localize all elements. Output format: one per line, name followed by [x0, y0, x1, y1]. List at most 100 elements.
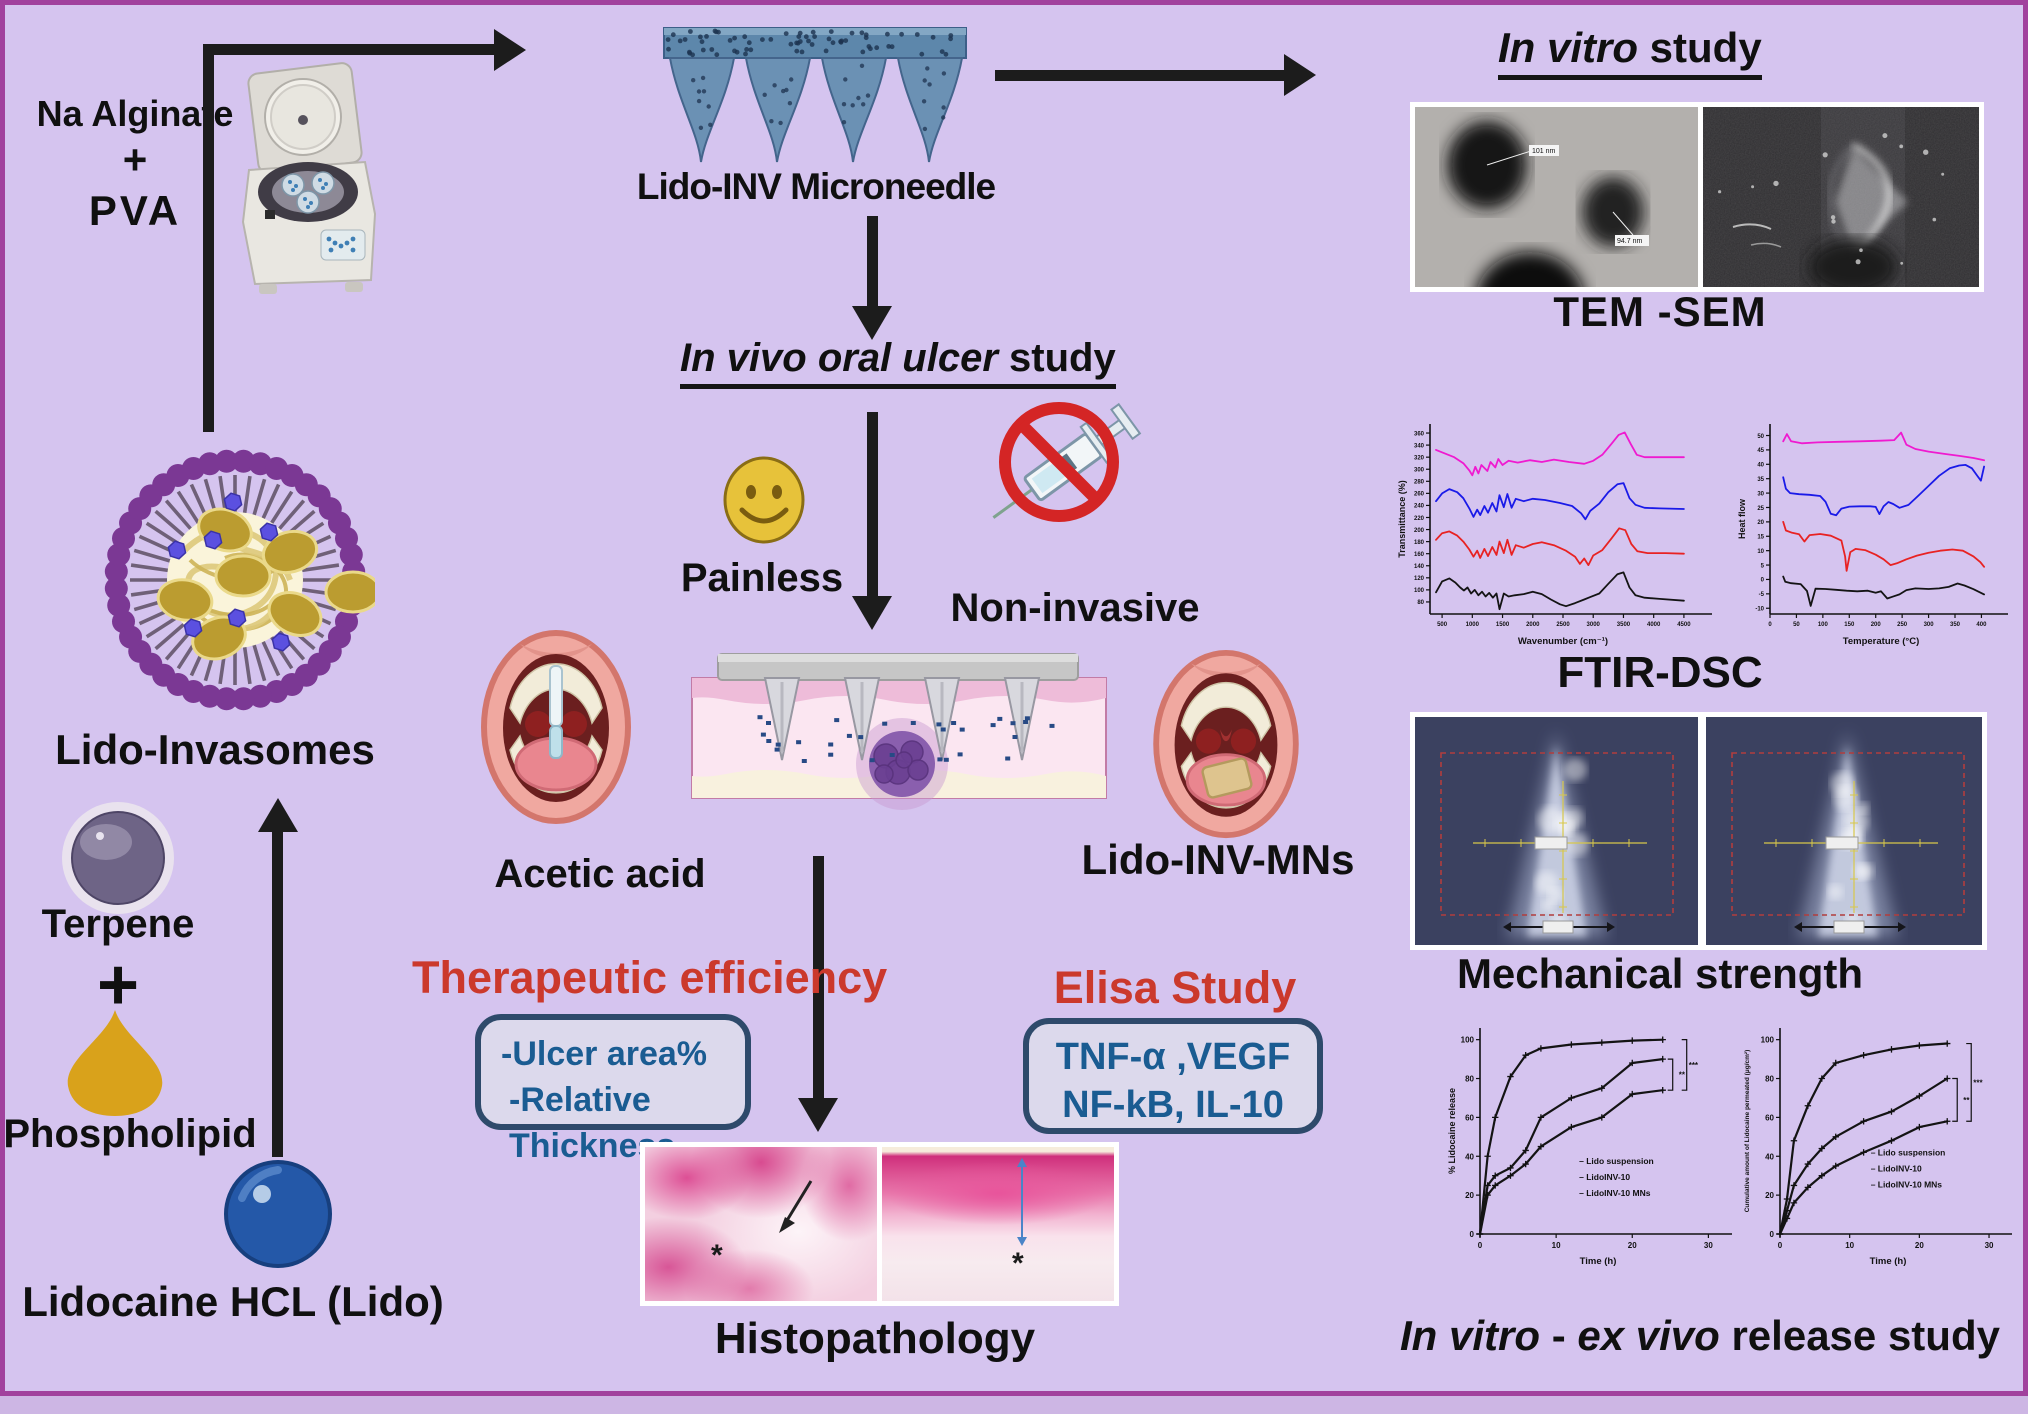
svg-text:20: 20 — [1757, 520, 1764, 526]
svg-text:120: 120 — [1414, 576, 1425, 582]
svg-text:0: 0 — [1778, 1241, 1783, 1250]
acetic-mouth-icon — [481, 630, 631, 824]
invitro-title-rest: study — [1638, 24, 1762, 71]
phospholipid-label: Phospholipid — [3, 1112, 257, 1156]
svg-text:– Lido suspension: – Lido suspension — [1871, 1148, 1946, 1158]
svg-text:150: 150 — [1844, 622, 1855, 628]
ulcer-area-item: -Ulcer area% — [501, 1035, 708, 1073]
svg-text:200: 200 — [1871, 622, 1882, 628]
plus-sign-top: + — [122, 136, 148, 184]
mech-image-1 — [1415, 717, 1698, 945]
arrow-skin-histo-head-icon — [798, 1098, 838, 1132]
svg-text:0: 0 — [1770, 1230, 1775, 1239]
svg-text:Cumulative amount of Lidocaine: Cumulative amount of Lidocaine permeated… — [1744, 1050, 1751, 1213]
svg-text:45: 45 — [1757, 448, 1764, 454]
skin-microneedle-icon — [691, 653, 1107, 810]
mns-mouth-icon — [1153, 649, 1299, 839]
invivo-title: In vivo oral ulcer study — [680, 336, 1116, 389]
ftir-chart: 80 100 120 140 160 180 200 220 240 260 280 300 320 34… — [1397, 424, 1712, 647]
release-title-rest: release study — [1719, 1312, 2000, 1359]
pva-text: PVA — [88, 186, 182, 234]
svg-text:40: 40 — [1757, 463, 1764, 469]
invitro-title: In vitro study — [1498, 24, 1762, 80]
terpene-icon — [62, 802, 174, 914]
therapeutic-title: Therapeutic efficiency — [412, 952, 888, 1003]
svg-text:80: 80 — [1765, 1075, 1774, 1084]
flow-line-horizontal — [203, 44, 495, 55]
centrifuge-icon — [241, 62, 377, 294]
svg-text:300: 300 — [1414, 468, 1425, 474]
svg-text:***: *** — [1973, 1078, 1983, 1087]
elisa-box: TNF-α ,VEGF NF-kB, IL-10 — [1023, 1018, 1323, 1134]
tem-image: 101 nm 94.7 nm — [1415, 107, 1698, 287]
svg-text:30: 30 — [1757, 491, 1764, 497]
svg-text:360: 360 — [1414, 431, 1425, 437]
svg-text:280: 280 — [1414, 480, 1425, 486]
histopathology-images: * * — [640, 1142, 1119, 1306]
arrow-invivo-skin-head-icon — [852, 596, 892, 630]
svg-text:20: 20 — [1915, 1241, 1924, 1250]
svg-text:Transmittance (%): Transmittance (%) — [1397, 480, 1407, 558]
svg-text:0: 0 — [1478, 1241, 1483, 1250]
tem-sem-label: TEM -SEM — [1553, 288, 1767, 335]
svg-text:35: 35 — [1757, 477, 1764, 483]
svg-text:– LidoINV-10: – LidoINV-10 — [1579, 1172, 1630, 1182]
ingredients-arrow-line — [272, 832, 283, 1157]
release-title-invitro: In vitro — [1400, 1312, 1541, 1359]
svg-text:***: *** — [1689, 1061, 1699, 1070]
svg-text:180: 180 — [1414, 540, 1425, 546]
histo-measure-icon — [1017, 1158, 1027, 1246]
lido-inv-mns-label: Lido-INV-MNs — [1081, 836, 1355, 883]
smiley-icon — [723, 456, 805, 544]
elisa-title: Elisa Study — [1053, 962, 1297, 1013]
svg-text:100: 100 — [1761, 1036, 1775, 1045]
svg-text:40: 40 — [1465, 1152, 1474, 1161]
exvivo-release-chart: 0 20 40 60 80 100 0 10 20 30 Time (h) Cumulative am… — [1744, 1028, 2012, 1267]
svg-text:100: 100 — [1818, 622, 1829, 628]
svg-text:40: 40 — [1765, 1152, 1774, 1161]
release-title-exvivo: ex vivo — [1577, 1312, 1720, 1359]
svg-text:260: 260 — [1414, 492, 1425, 498]
svg-text:50: 50 — [1757, 434, 1764, 440]
lido-invasomes-label: Lido-Invasomes — [55, 726, 375, 773]
no-injection-icon — [992, 402, 1142, 522]
acetic-acid-label: Acetic acid — [494, 852, 706, 896]
arrow-patch-invivo-head-icon — [852, 306, 892, 340]
histo-asterisk-right: * — [1012, 1247, 1024, 1280]
svg-text:2000: 2000 — [1526, 622, 1540, 628]
histo-arrow-icon — [779, 1180, 813, 1233]
svg-text:% Lidocaine release: % Lidocaine release — [1447, 1088, 1457, 1174]
svg-text:140: 140 — [1414, 564, 1425, 570]
ftir-dsc-label: FTIR-DSC — [1557, 648, 1763, 697]
svg-text:10: 10 — [1757, 549, 1764, 555]
flow-arrowhead-right-icon — [494, 29, 526, 71]
svg-text:20: 20 — [1628, 1241, 1637, 1250]
svg-text:4500: 4500 — [1677, 622, 1691, 628]
svg-text:1500: 1500 — [1496, 622, 1510, 628]
release-title-dash: - — [1540, 1312, 1578, 1359]
dsc-chart: -10 -5 0 5 10 15 20 25 30 35 40 45 50 0 50 100 150 200 250… — [1737, 424, 2008, 647]
svg-text:**: ** — [1963, 1096, 1970, 1105]
svg-text:Heat flow: Heat flow — [1737, 498, 1747, 539]
noninvasive-label: Non-invasive — [950, 586, 1200, 630]
histopathology-label: Histopathology — [714, 1314, 1036, 1363]
invivo-title-italic: In vivo oral ulcer — [680, 336, 998, 380]
tnf-vegf-item: TNF-α ,VEGF — [1055, 1036, 1291, 1078]
svg-text:– LidoINV-10 MNs: – LidoINV-10 MNs — [1871, 1180, 1943, 1190]
microneedle-label: Lido-INV Microneedle — [636, 166, 996, 207]
na-alginate-text: Na Alginate — [36, 93, 234, 134]
svg-text:80: 80 — [1417, 600, 1424, 606]
na-alginate-label: Na Alginate + PVA — [12, 92, 258, 236]
svg-text:200: 200 — [1414, 528, 1425, 534]
svg-text:Temperature (°C): Temperature (°C) — [1843, 636, 1919, 647]
svg-text:2500: 2500 — [1556, 622, 1570, 628]
svg-text:20: 20 — [1465, 1191, 1474, 1200]
nfkb-il10-item: NF-kB, IL-10 — [1062, 1083, 1284, 1126]
svg-text:**: ** — [1679, 1071, 1686, 1080]
release-title: In vitro - ex vivo release study — [1370, 1312, 2028, 1360]
tem-sem-images: 101 nm 94.7 nm — [1410, 102, 1984, 292]
lidocaine-label: Lidocaine HCL (Lido) — [22, 1278, 444, 1325]
svg-text:30: 30 — [1985, 1241, 1994, 1250]
arrow-invitro-line — [995, 70, 1285, 81]
svg-text:50: 50 — [1793, 622, 1800, 628]
